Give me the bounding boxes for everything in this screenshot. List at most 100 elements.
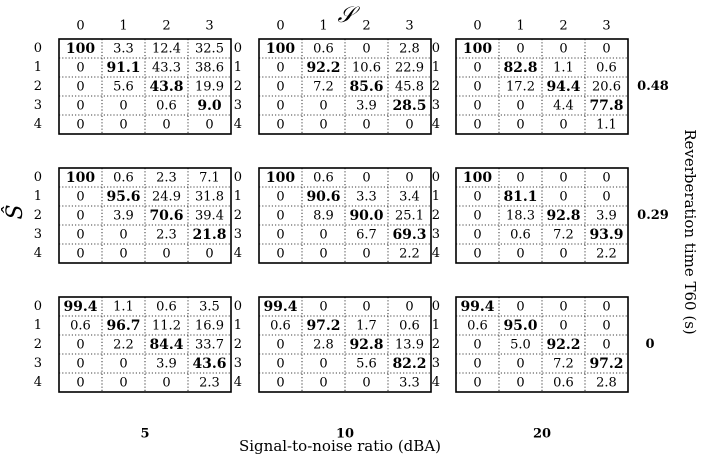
cell-value: 0.6 [467,319,488,334]
row-header-label: 3 [34,98,42,113]
cell-value: 0 [119,118,127,133]
cell-value: 0 [276,338,284,353]
rt60-level-label: 0.48 [637,79,669,94]
diagonal-cell-value: 70.6 [149,208,183,224]
cell-value: 2.2 [113,338,134,353]
row-header-label: 2 [34,79,42,94]
panel-border [258,38,432,135]
col-header-label: 3 [405,19,413,34]
cell-value: 0 [405,300,413,315]
row-header-label: 2 [432,337,440,352]
cell-value: 0 [559,190,567,205]
cell-value: 0.6 [156,300,177,315]
cell-value: 0 [473,357,481,372]
row-header-label: 2 [234,79,242,94]
cell-value: 0.6 [70,319,91,334]
diagonal-cell-value: 85.6 [349,79,383,95]
diagonal-cell-value: 43.8 [149,79,183,95]
panel-border [258,296,432,393]
cell-value: 0 [162,118,170,133]
cell-value: 0 [602,190,610,205]
row-header-label: 4 [234,117,242,132]
cell-value: 0 [362,171,370,186]
cell-value: 0 [362,247,370,262]
cell-value: 0 [602,171,610,186]
cell-value: 0 [602,42,610,57]
diagonal-cell-value: 81.1 [503,189,537,205]
row-header-label: 3 [432,227,440,242]
row-header-label: 1 [234,318,242,333]
cell-value: 0.6 [313,42,334,57]
diagonal-cell-value: 100 [463,41,492,57]
cell-value: 0 [76,357,84,372]
cell-value: 0 [319,247,327,262]
cell-value: 0 [559,42,567,57]
cell-value: 0 [516,357,524,372]
diagonal-cell-value: 100 [266,41,295,57]
cell-value: 0 [319,228,327,243]
row-header-label: 0 [432,299,440,314]
cell-value: 19.9 [195,80,224,95]
cell-value: 0 [319,376,327,391]
col-header-label: 2 [559,19,567,34]
row-header-label: 0 [34,170,42,185]
x-axis-title: Signal-to-noise ratio (dBA) [239,437,441,455]
rt60-level-label: 0 [645,337,654,352]
panel-border [58,296,232,393]
cell-value: 1.1 [596,118,617,133]
cell-value: 0 [473,99,481,114]
cell-value: 3.3 [356,190,377,205]
cell-value: 0 [162,376,170,391]
cell-value: 2.8 [596,376,617,391]
row-header-label: 4 [34,117,42,132]
cell-value: 0 [119,357,127,372]
row-header-label: 2 [34,208,42,223]
cell-value: 10.6 [352,61,381,76]
confusion-matrix-panel: 99.4 1.1 0.6 3.5 0.6 96.7 11.2 16.9 0 2.2 84.4 33.7… [58,296,232,393]
cell-value: 6.7 [356,228,377,243]
cell-value: 0 [362,376,370,391]
cell-value: 18.3 [506,209,535,224]
cell-value: 0 [276,61,284,76]
row-header-label: 4 [432,117,440,132]
cell-value: 32.5 [195,42,224,57]
diagonal-cell-value: 93.9 [589,227,623,243]
row-header-label: 4 [234,246,242,261]
cell-value: 4.4 [553,99,574,114]
cell-value: 5.6 [113,80,134,95]
cell-value: 0 [319,357,327,372]
cell-value: 0 [516,42,524,57]
cell-value: 0 [516,118,524,133]
cell-value: 0 [76,61,84,76]
cell-value: 0 [276,357,284,372]
row-header-label: 3 [234,98,242,113]
cell-value: 0 [205,118,213,133]
snr-level-label: 20 [533,427,551,442]
rt60-level-label: 0.29 [637,208,669,223]
cell-value: 0 [319,118,327,133]
diagonal-cell-value: 99.4 [460,299,494,315]
cell-value: 0 [405,118,413,133]
cell-value: 0.6 [270,319,291,334]
diagonal-cell-value: 21.8 [192,227,226,243]
row-header-label: 1 [34,60,42,75]
cell-value: 12.4 [152,42,181,57]
cell-value: 0 [162,247,170,262]
cell-value: 22.9 [395,61,424,76]
row-header-label: 3 [234,356,242,371]
diagonal-cell-value: 97.2 [306,318,340,334]
cell-value: 0 [319,300,327,315]
cell-value: 0 [602,338,610,353]
diagonal-cell-value: 96.7 [106,318,140,334]
cell-value: 0 [119,228,127,243]
cell-value: 0 [119,99,127,114]
cell-value: 33.7 [195,338,224,353]
snr-level-label: 5 [140,427,149,442]
cell-value: 0 [276,228,284,243]
cell-value: 0 [276,190,284,205]
cell-value: 7.2 [313,80,334,95]
cell-value: 0 [205,247,213,262]
cell-value: 3.9 [156,357,177,372]
cell-value: 31.8 [195,190,224,205]
cell-value: 0 [473,190,481,205]
